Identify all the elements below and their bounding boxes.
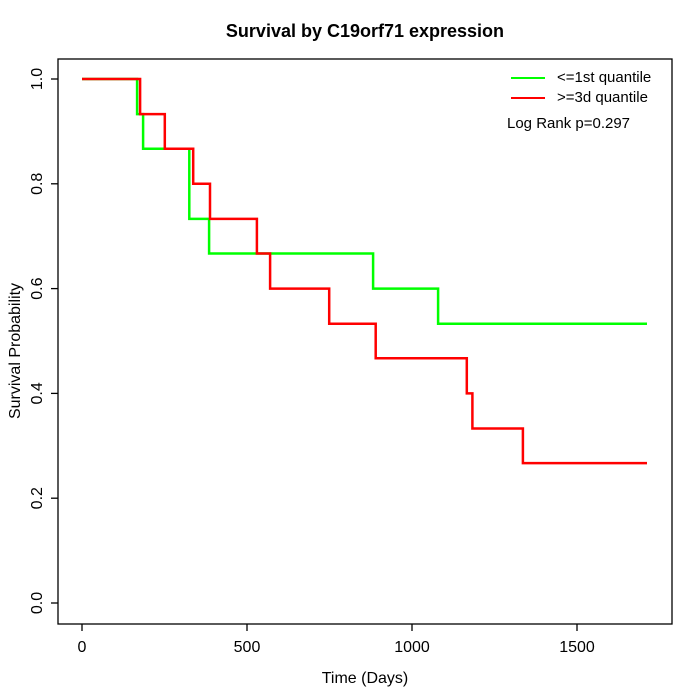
x-tick-label: 1000	[394, 639, 430, 656]
y-tick-label: 0.0	[29, 592, 46, 614]
chart-title: Survival by C19orf71 expression	[225, 21, 505, 41]
x-tick-label: 500	[234, 639, 261, 656]
y-tick-label: 0.8	[29, 173, 46, 195]
y-tick-label: 0.6	[29, 277, 46, 299]
y-tick-label: 0.4	[29, 382, 46, 404]
legend-line-red	[511, 96, 545, 99]
log-rank-annotation: Log Rank p=0.297	[507, 115, 631, 132]
legend-label-first-quantile: <=1st quantile	[557, 69, 652, 86]
legend-label-third-quantile: >=3d quantile	[557, 89, 648, 106]
survival-curve-low-expression	[82, 77, 647, 325]
y-tick-label: 1.0	[29, 68, 46, 90]
x-tick-label: 0	[78, 639, 87, 656]
survival-curve-high-expression	[82, 77, 647, 465]
x-tick-label: 1500	[559, 639, 595, 656]
y-tick-label: 0.2	[29, 487, 46, 509]
y-axis-label: Survival Probability	[7, 282, 24, 420]
x-axis-label: Time (Days)	[321, 670, 409, 687]
legend-line-green	[511, 76, 545, 79]
plot-box	[57, 58, 673, 625]
